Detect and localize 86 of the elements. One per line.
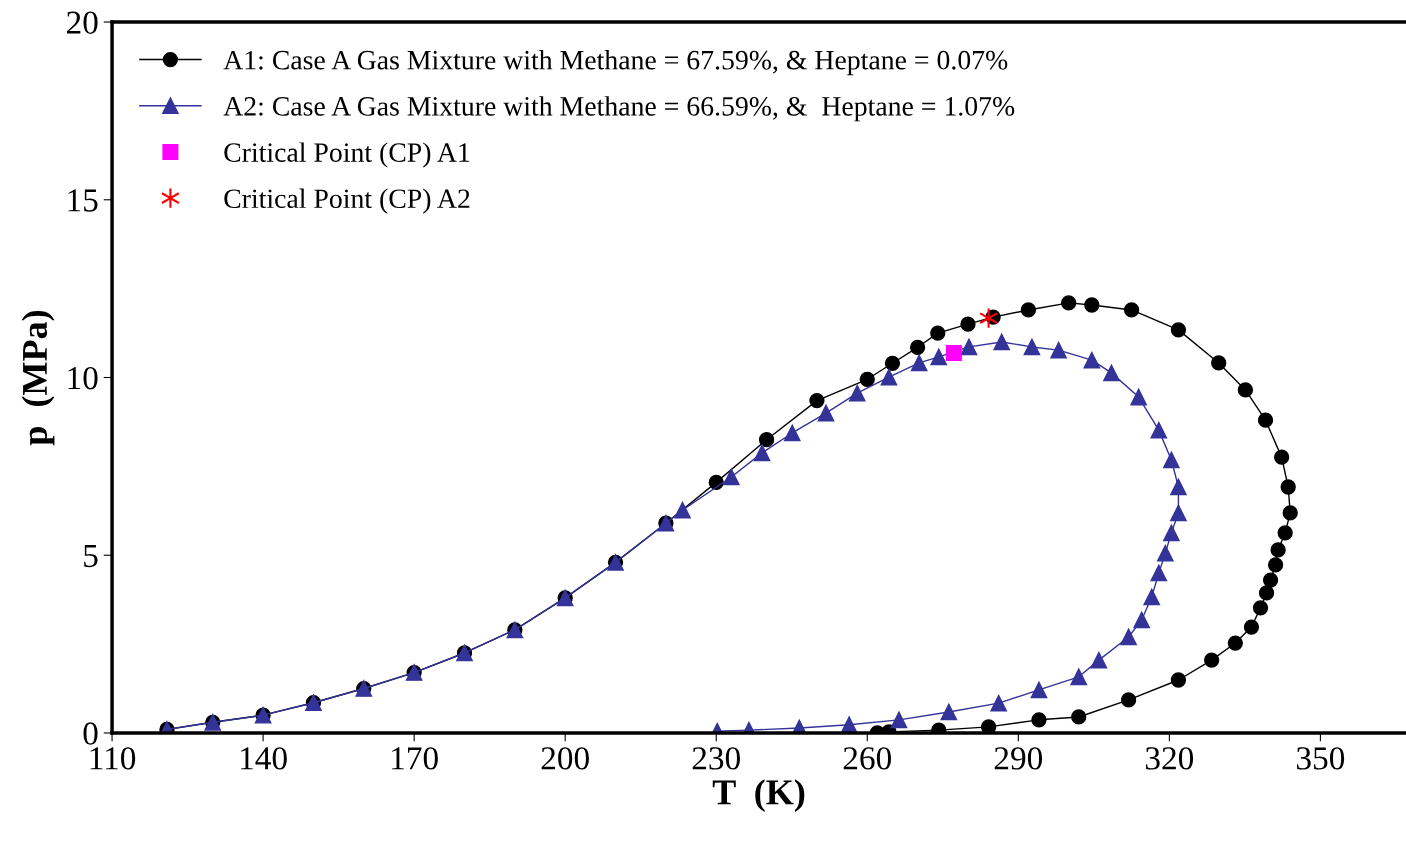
- point: [909, 339, 926, 355]
- point: [960, 338, 978, 356]
- x-tick-label: 110: [90, 747, 136, 770]
- x-tick-label: 230: [692, 747, 740, 770]
- point: [1227, 635, 1243, 651]
- point: [940, 703, 958, 721]
- y-tick-label: 0: [83, 722, 98, 745]
- point: [1031, 712, 1047, 728]
- point: [1170, 504, 1187, 522]
- point: [1252, 600, 1269, 616]
- point: [1070, 668, 1088, 686]
- point: [1211, 355, 1227, 371]
- point: [1143, 588, 1161, 606]
- point: [1257, 412, 1274, 428]
- point: [1120, 628, 1137, 646]
- x-tick-label: 290: [994, 747, 1043, 770]
- point: [1170, 478, 1187, 496]
- x-tick-label: 200: [541, 747, 589, 770]
- legend-label: Critical Point (CP) A1: [224, 142, 470, 168]
- point: [753, 444, 771, 462]
- point: [993, 333, 1011, 351]
- y-tick-label: 15: [68, 189, 98, 212]
- point: [890, 711, 908, 729]
- point: [930, 348, 948, 366]
- point: [1120, 692, 1137, 708]
- point: [1280, 479, 1296, 495]
- point: [1262, 572, 1279, 588]
- point: [980, 719, 997, 733]
- x-tick-label: 170: [392, 747, 438, 770]
- legend-label: Critical Point (CP) A2: [224, 188, 470, 214]
- point: [1163, 524, 1180, 542]
- point: [1130, 388, 1147, 406]
- point: [1123, 302, 1140, 318]
- point: [1061, 295, 1077, 311]
- point: [758, 432, 775, 448]
- point: [930, 325, 946, 341]
- point: [1103, 364, 1120, 382]
- point: [1282, 505, 1298, 521]
- point: [1020, 302, 1037, 318]
- y-tick-label: 20: [66, 11, 98, 34]
- y-axis-title: p (MPa): [21, 310, 55, 446]
- point: [723, 468, 740, 486]
- point: [884, 355, 901, 371]
- point: [1030, 681, 1048, 699]
- x-axis-title: T (K): [712, 779, 805, 812]
- point: [1277, 525, 1293, 541]
- point: [1083, 351, 1101, 369]
- point: [674, 501, 691, 519]
- point: [1274, 449, 1290, 465]
- point: [1023, 338, 1041, 356]
- point: [817, 404, 835, 422]
- point: [1071, 709, 1087, 725]
- point: [979, 307, 999, 329]
- point: [1170, 322, 1187, 338]
- point: [859, 371, 875, 387]
- point: [1133, 611, 1151, 629]
- point: [1150, 564, 1168, 582]
- point: [1150, 421, 1168, 439]
- x-tick-label: 350: [1297, 747, 1345, 770]
- point: [848, 384, 866, 402]
- point: [1157, 544, 1174, 562]
- point: [1237, 382, 1254, 398]
- y-tick-label: 5: [84, 544, 98, 568]
- x-tick-label: 320: [1145, 747, 1194, 770]
- point: [1170, 672, 1187, 688]
- point: [1163, 451, 1180, 469]
- point: [1084, 297, 1100, 313]
- point: [783, 424, 801, 442]
- point: [1204, 652, 1220, 668]
- point: [1267, 557, 1284, 573]
- y-tick-label: 10: [68, 366, 98, 390]
- point: [910, 354, 928, 372]
- point: [945, 344, 962, 361]
- point: [880, 368, 898, 386]
- point: [1270, 542, 1286, 558]
- point: [1243, 619, 1260, 635]
- legend-label: A1: Case A Gas Mixture with Methane = 67.59%, & Heptane = 0.07%: [223, 49, 1008, 76]
- x-tick-label: 140: [241, 747, 287, 770]
- point: [1090, 651, 1108, 669]
- point: [809, 392, 825, 409]
- point: [990, 694, 1008, 712]
- x-tick-label: 260: [843, 747, 892, 770]
- legend-label: A2: Case A Gas Mixture with Methane = 66.59%, & Heptane = 1.07%: [223, 96, 1015, 122]
- point: [960, 316, 976, 332]
- point: [1050, 341, 1067, 359]
- point: [1258, 585, 1275, 601]
